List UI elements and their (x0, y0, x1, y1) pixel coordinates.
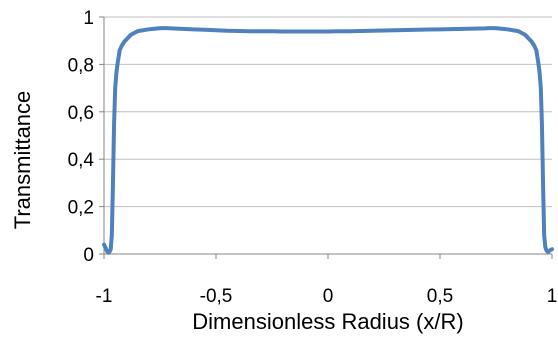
y-tick-label-2: 0,4 (68, 150, 95, 171)
y-axis-title: Transmittance (10, 91, 35, 230)
series-layer (102, 26, 554, 255)
axes (99, 16, 553, 259)
x-tick-label-3: 0,5 (427, 286, 453, 307)
y-tick-label-4: 0,8 (68, 55, 94, 76)
series-line-0 (102, 26, 554, 255)
tick-labels: 0 0,2 0,4 0,6 0,8 1 -1 -0,5 0 0,5 1 (68, 8, 558, 307)
x-tick-label-0: -1 (96, 286, 113, 307)
x-tick-label-2: 0 (323, 286, 334, 307)
x-tick-label-4: 1 (547, 286, 558, 307)
x-tick-label-1: -0,5 (200, 286, 233, 307)
y-tick-label-1: 0,2 (68, 198, 94, 219)
gridlines (104, 16, 552, 208)
y-tick-label-0: 0 (83, 245, 94, 266)
y-tick-label-3: 0,6 (68, 103, 94, 124)
y-tick-label-5: 1 (83, 8, 94, 29)
x-axis-title: Dimensionless Radius (x/R) (192, 309, 463, 334)
